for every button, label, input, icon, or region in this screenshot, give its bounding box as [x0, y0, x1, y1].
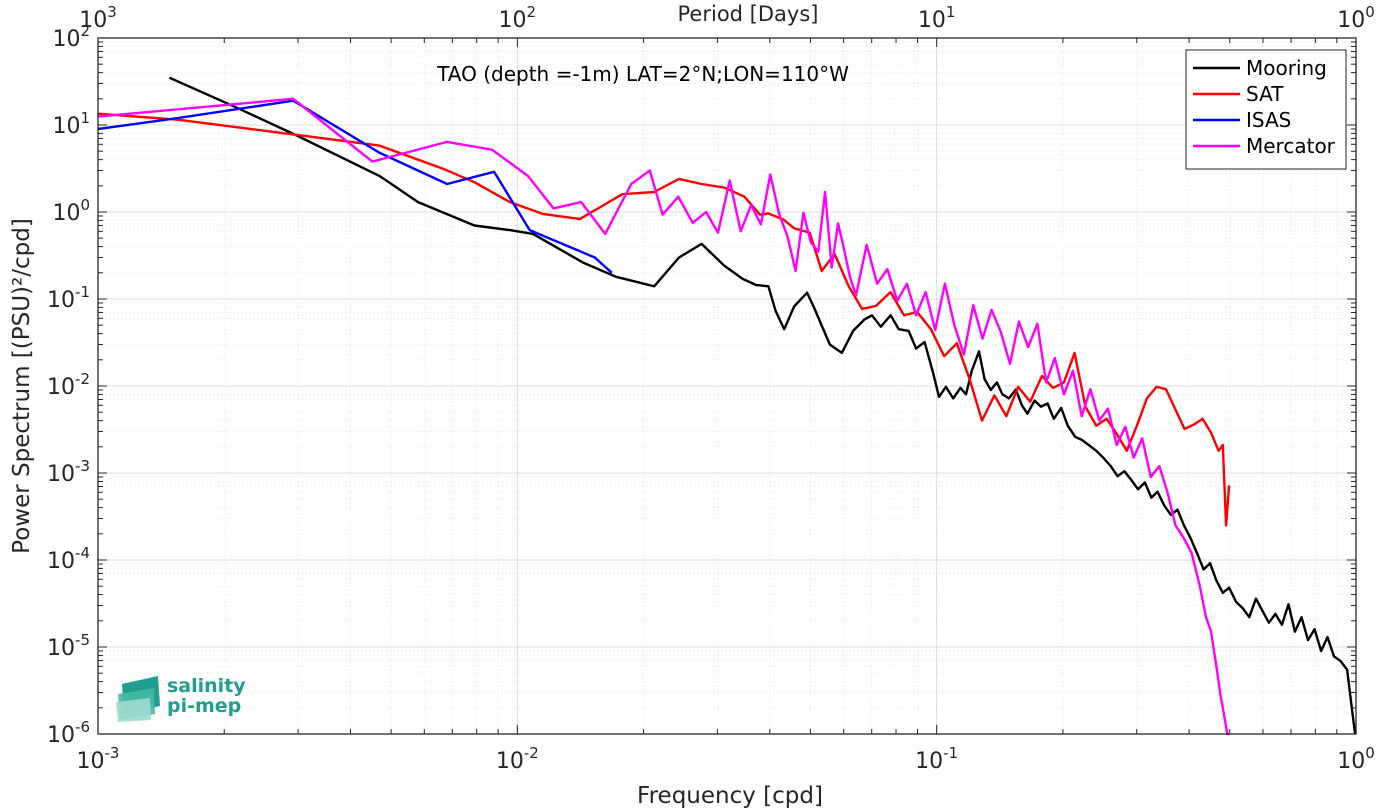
x-tick-label-exp: -3: [105, 744, 120, 762]
y-tick-label: 10-4: [47, 544, 90, 574]
series-line-sat: [97, 112, 1231, 527]
x-tick-label: 100: [1337, 744, 1375, 774]
top-tick-label-exp: 0: [1365, 3, 1375, 21]
top-tick-label: 102: [499, 3, 537, 33]
x-tick-label-base: 10: [1337, 749, 1365, 774]
top-tick-label-exp: 2: [527, 3, 537, 21]
legend-label-mooring: Mooring: [1246, 56, 1327, 80]
y-tick-label-base: 10: [47, 375, 75, 400]
logo-line2: pi-mep: [167, 695, 241, 717]
top-tick-label-base: 10: [79, 8, 107, 33]
legend-label-isas: ISAS: [1246, 108, 1291, 132]
y-tick-label-exp: -6: [75, 718, 90, 736]
salinity-pi-mep-logo: salinity pi-mep: [116, 675, 246, 722]
legend-box: [1185, 49, 1347, 170]
x-tick-label-base: 10: [915, 749, 943, 774]
y-tick-label-base: 10: [47, 549, 75, 574]
top-tick-label-exp: 3: [107, 3, 117, 21]
y-tick-label-exp: -4: [75, 544, 90, 562]
x-tick-labels: 10-3 10-2 10-1 100: [77, 744, 1375, 774]
y-tick-label: 101: [52, 109, 90, 139]
x-tick-label: 10-1: [915, 744, 958, 774]
top-axis-title: Period [Days]: [678, 2, 819, 26]
y-tick-label: 10-2: [47, 370, 90, 400]
x-tick-label: 10-3: [77, 744, 120, 774]
top-tick-label: 100: [1337, 3, 1375, 33]
y-tick-label-exp: 0: [80, 196, 90, 214]
top-tick-label-base: 10: [918, 8, 946, 33]
y-tick-label-base: 10: [52, 27, 80, 52]
x-tick-label-exp: 0: [1365, 744, 1375, 762]
y-tick-label: 102: [52, 22, 90, 52]
legend-label-sat: SAT: [1246, 82, 1284, 106]
legend-label-mercator: Mercator: [1246, 134, 1336, 158]
y-tick-label-exp: 1: [80, 109, 90, 127]
x-tick-label: 10-2: [496, 744, 539, 774]
top-tick-label-base: 10: [499, 8, 527, 33]
top-tick-label-base: 10: [1337, 8, 1365, 33]
top-tick-labels: 103 102 101 100: [79, 3, 1375, 33]
series-line-mercator: [97, 97, 1230, 736]
y-tick-label-base: 10: [47, 723, 75, 748]
y-tick-label: 10-1: [47, 283, 90, 313]
series-line-isas: [97, 99, 613, 274]
logo-line1: salinity: [167, 675, 246, 697]
y-tick-label-exp: -3: [75, 457, 90, 475]
series-layer: [97, 76, 1357, 736]
y-tick-label: 10-6: [47, 718, 90, 748]
y-tick-label-base: 10: [47, 288, 75, 313]
y-tick-label-base: 10: [47, 462, 75, 487]
y-tick-label-base: 10: [52, 201, 80, 226]
y-tick-label-exp: 2: [80, 22, 90, 40]
top-tick-label: 103: [79, 3, 117, 33]
plot-frame: [97, 37, 1357, 735]
x-axis-title: Frequency [cpd]: [637, 783, 823, 809]
y-tick-label-exp: -2: [75, 370, 90, 388]
x-tick-label-base: 10: [496, 749, 524, 774]
x-tick-label-exp: -1: [943, 744, 958, 762]
y-tick-label-exp: -1: [75, 283, 90, 301]
tick-marks: [97, 37, 1357, 735]
y-tick-label-base: 10: [47, 636, 75, 661]
y-tick-label-exp: -5: [75, 631, 90, 649]
y-tick-label: 10-5: [47, 631, 90, 661]
plot-title: TAO (depth =-1m) LAT=2°N;LON=110°W: [436, 62, 849, 86]
y-tick-label-base: 10: [52, 114, 80, 139]
top-tick-label: 101: [918, 3, 956, 33]
x-tick-label-base: 10: [77, 749, 105, 774]
y-axis-title-text: Power Spectrum [(PSU)²/cpd]: [9, 218, 35, 554]
x-tick-label-exp: -2: [524, 744, 539, 762]
y-tick-label: 10-3: [47, 457, 90, 487]
top-tick-label-exp: 1: [946, 3, 956, 21]
y-tick-label: 100: [52, 196, 90, 226]
y-axis-title: Power Spectrum [(PSU)²/cpd]: [9, 218, 35, 554]
series-line-mooring: [168, 76, 1357, 735]
logo-wave-front: [116, 698, 151, 722]
